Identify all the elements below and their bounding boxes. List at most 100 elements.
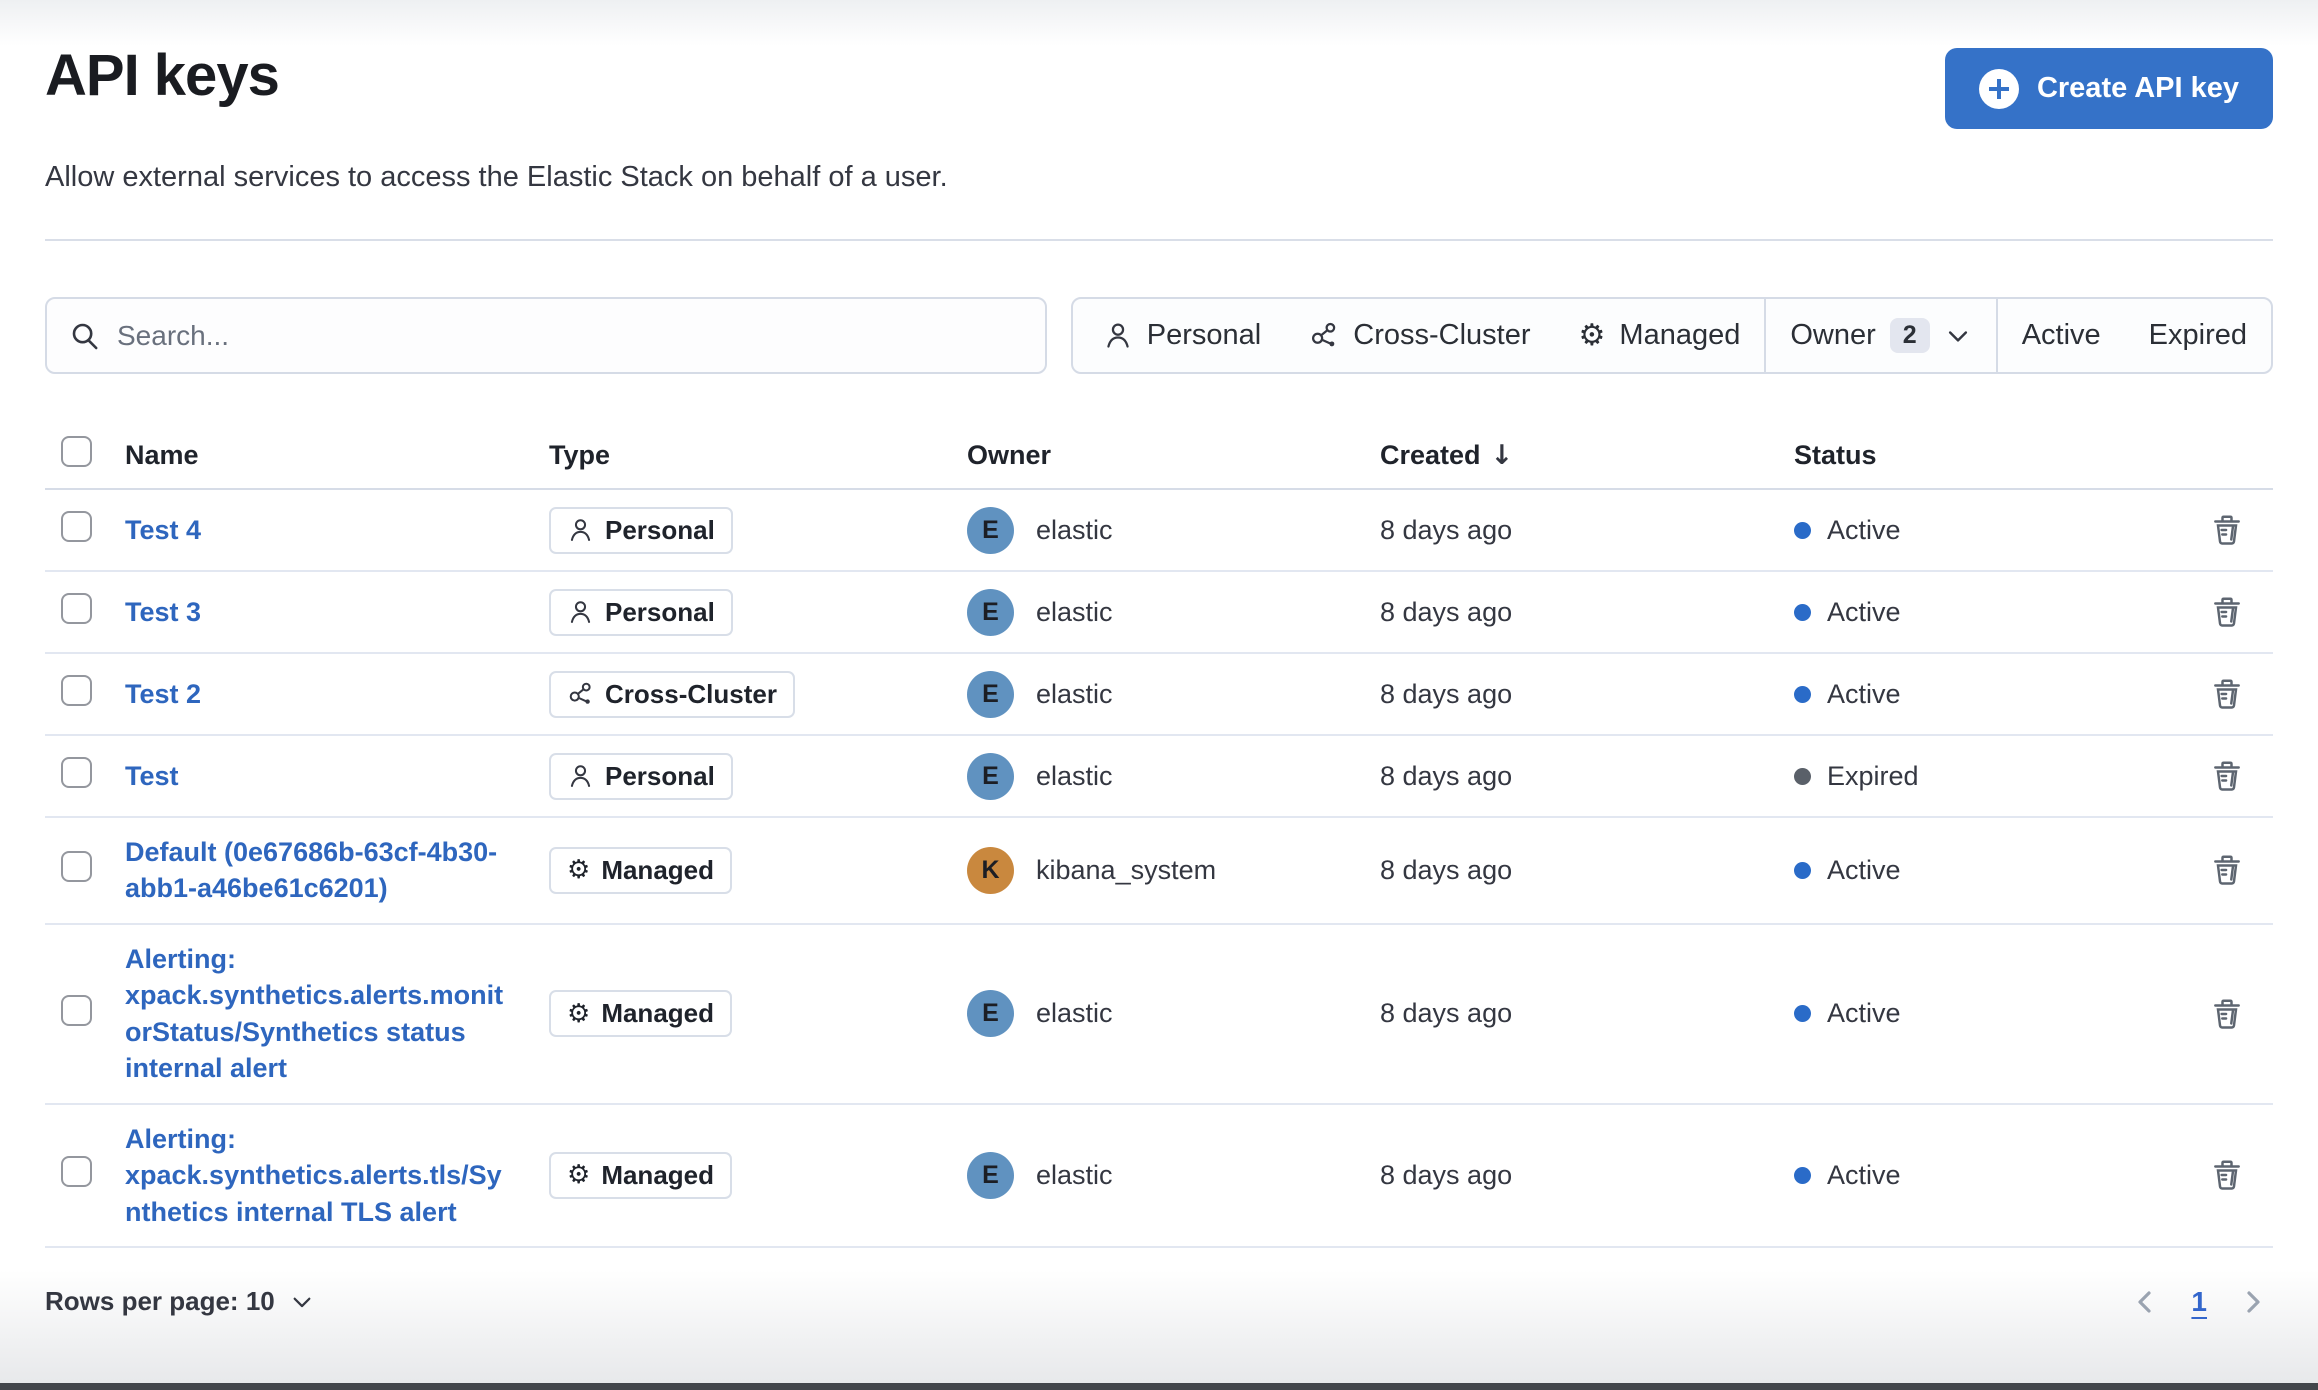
owner-name: kibana_system [1036,854,1217,885]
table-row: Default (0e67686b-63cf-4b30-abb1-a46be61… [45,818,2273,925]
owner-name: elastic [1036,678,1113,709]
filter-owner-label: Owner [1790,319,1876,351]
page-number-1[interactable]: 1 [2191,1285,2207,1317]
avatar: E [967,506,1014,554]
select-all-checkbox[interactable] [61,436,92,467]
api-key-name-link[interactable]: Default (0e67686b-63cf-4b30-abb1-a46be61… [125,837,498,904]
rows-per-page-button[interactable]: Rows per page: 10 [45,1286,315,1317]
filter-managed[interactable]: ⚙ Managed [1555,299,1765,372]
row-checkbox[interactable] [61,757,92,788]
owner-count-badge: 2 [1889,318,1930,353]
status-label: Active [1827,514,1901,545]
status-dot [1794,1166,1811,1184]
status-dot [1794,861,1811,879]
search-icon [72,323,98,349]
api-key-name-link[interactable]: Test [125,760,179,791]
chevron-left-icon [2138,1291,2152,1313]
table-row: Alerting: xpack.synthetics.alerts.monito… [45,925,2273,1105]
api-key-name-link[interactable]: Alerting: xpack.synthetics.alerts.tls/Sy… [125,1123,502,1227]
page-header: API keys Create API key [45,0,2273,129]
filter-divider [1995,299,1998,372]
column-header-status: Status [1794,439,1877,470]
created-cell: 8 days ago [1380,854,1513,885]
create-api-key-button[interactable]: Create API key [1944,48,2273,129]
filter-active[interactable]: Active [1998,299,2125,372]
row-checkbox[interactable] [61,675,92,706]
trash-icon [2214,515,2240,545]
type-badge: Personal [549,588,733,636]
next-page-button[interactable] [2233,1282,2273,1322]
chevron-down-icon [293,1297,311,1308]
cluster-icon [1312,322,1336,346]
status-label: Active [1827,678,1901,709]
gear-icon: ⚙ [567,855,591,886]
pagination: 1 [2125,1282,2273,1322]
person-icon [570,764,591,787]
delete-button[interactable] [2203,752,2251,800]
trash-icon [2214,999,2240,1029]
filter-owner-dropdown[interactable]: Owner 2 [1766,299,1995,372]
delete-button[interactable] [2203,846,2251,894]
column-header-created[interactable]: Created ↓ [1380,439,1514,471]
api-key-name-link[interactable]: Test 4 [125,514,202,545]
created-cell: 8 days ago [1380,514,1513,545]
api-key-name-link[interactable]: Test 3 [125,596,202,627]
api-key-name-link[interactable]: Alerting: xpack.synthetics.alerts.monito… [125,943,504,1084]
trash-icon [2214,761,2240,791]
plus-icon [1978,68,2019,109]
row-checkbox[interactable] [61,851,92,883]
status-dot [1794,767,1811,785]
type-badge: ⚙ Managed [549,1151,732,1199]
create-api-key-label: Create API key [2036,72,2239,104]
owner-name: elastic [1036,1159,1113,1190]
owner-name: elastic [1036,760,1113,791]
column-header-name: Name [125,439,199,470]
row-checkbox[interactable] [61,994,92,1026]
row-checkbox[interactable] [61,511,92,542]
avatar: K [967,846,1014,894]
filter-expired[interactable]: Expired [2125,299,2271,372]
delete-button[interactable] [2203,1151,2251,1199]
status-dot [1794,521,1811,539]
header-divider [45,239,2273,241]
gear-icon: ⚙ [567,1160,591,1191]
search-input[interactable] [117,319,1023,352]
type-badge: ⚙ Managed [549,846,732,894]
delete-button[interactable] [2203,506,2251,554]
chevron-right-icon [2247,1291,2260,1313]
trash-icon [2214,1160,2240,1191]
filter-group: Personal Cross-Cluster ⚙ Managed Owner [1070,297,2273,374]
rows-per-page-label: Rows per page: 10 [45,1286,275,1317]
column-header-owner: Owner [967,439,1052,470]
owner-name: elastic [1036,514,1113,545]
window-bottom-edge [0,1383,2318,1390]
row-checkbox[interactable] [61,593,92,624]
chevron-down-icon [1948,330,1967,342]
column-header-type: Type [549,439,611,470]
table-row: Alerting: xpack.synthetics.alerts.tls/Sy… [45,1105,2273,1248]
delete-button[interactable] [2203,990,2251,1038]
status-label: Active [1827,1159,1901,1190]
delete-button[interactable] [2203,588,2251,636]
type-badge: Personal [549,506,733,554]
avatar: E [967,588,1014,636]
table-row: Test Personal E elastic 8 days ago Expir… [45,736,2273,818]
trash-icon [2214,855,2240,886]
gear-icon: ⚙ [1578,317,1606,353]
created-cell: 8 days ago [1380,760,1513,791]
delete-button[interactable] [2203,670,2251,718]
avatar: E [967,670,1014,718]
api-key-name-link[interactable]: Test 2 [125,678,202,709]
previous-page-button[interactable] [2125,1282,2165,1322]
filter-cross-cluster[interactable]: Cross-Cluster [1285,299,1554,372]
row-checkbox[interactable] [61,1156,92,1188]
status-dot [1794,1005,1811,1023]
cluster-icon [569,682,591,704]
avatar: E [967,752,1014,800]
trash-icon [2214,679,2240,709]
status-label: Active [1827,596,1901,627]
filter-personal[interactable]: Personal [1073,299,1285,372]
created-cell: 8 days ago [1380,998,1513,1029]
search-box [45,297,1047,374]
person-icon [570,600,591,623]
